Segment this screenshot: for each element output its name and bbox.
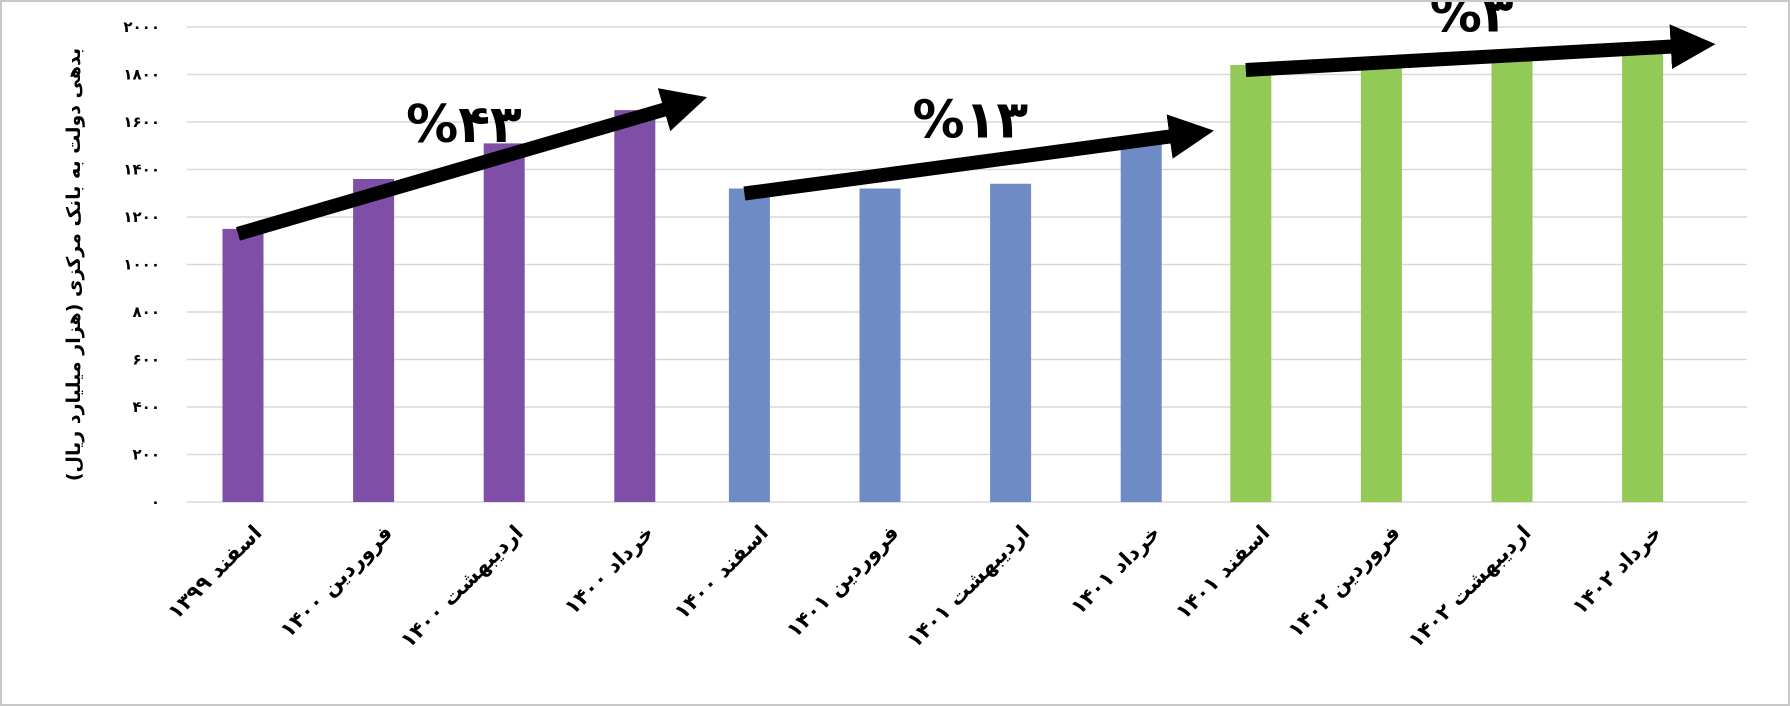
y-tick-label: ٨٠٠: [133, 303, 160, 321]
growth-annotation: %۴٣: [406, 95, 522, 155]
bar: [990, 183, 1032, 502]
x-tick-label: اسفند ١۴٠١: [1171, 521, 1274, 624]
x-tick-label: خرداد ١۴٠٢: [1567, 521, 1666, 620]
growth-annotation: %١٣: [913, 90, 1029, 150]
y-tick-label: ١٨٠٠: [123, 66, 160, 84]
x-tick-label: اردیبهشت ١۴٠١: [902, 521, 1034, 653]
bar: [483, 143, 525, 502]
y-tick-label: ٠: [151, 493, 160, 511]
x-tick-label: اردیبهشت ١۴٠٠: [396, 521, 528, 653]
bar: [614, 110, 656, 502]
x-tick-label: فروردین ١۴٠٠: [275, 521, 397, 643]
trend-arrow: [236, 88, 708, 241]
bar: [1120, 141, 1162, 502]
y-tick-label: ١۴٠٠: [123, 161, 160, 179]
x-tick-label: فروردین ١۴٠١: [782, 521, 904, 643]
y-tick-label: ١٢٠٠: [123, 208, 160, 226]
bar: [222, 228, 264, 502]
bar: [859, 188, 901, 502]
trend-arrow: [743, 114, 1214, 201]
x-tick-label: خرداد ١۴٠٠: [560, 521, 659, 620]
bar: [1360, 62, 1402, 502]
bar: [1491, 60, 1533, 502]
bar: [1230, 65, 1272, 502]
bar: [728, 188, 770, 502]
y-tick-label: ١۶٠٠: [123, 113, 160, 131]
x-tick-label: فروردین ١۴٠٢: [1283, 521, 1405, 643]
bar: [353, 179, 395, 502]
x-tick-label: خرداد ١۴٠١: [1066, 521, 1165, 620]
bar: [1622, 53, 1664, 502]
y-tick-label: ۴٠٠: [133, 398, 160, 416]
growth-annotation: %٣: [1430, 2, 1514, 45]
x-tick-label: اردیبهشت ١۴٠٢: [1404, 521, 1536, 653]
y-axis-label: بدهی دولت به بانک مرکزی (هزار میلیارد ری…: [63, 48, 85, 481]
y-tick-label: ١٠٠٠: [123, 256, 160, 274]
x-tick-label: اسفند ١۴٠٠: [670, 521, 773, 624]
y-tick-label: ۶٠٠: [133, 351, 160, 369]
y-tick-label: ٢٠٠: [133, 446, 160, 464]
trend-arrow: [1245, 24, 1716, 77]
y-tick-label: ٢٠٠٠: [123, 18, 160, 36]
x-tick-label: اسفند ١٣٩٩: [163, 521, 266, 624]
